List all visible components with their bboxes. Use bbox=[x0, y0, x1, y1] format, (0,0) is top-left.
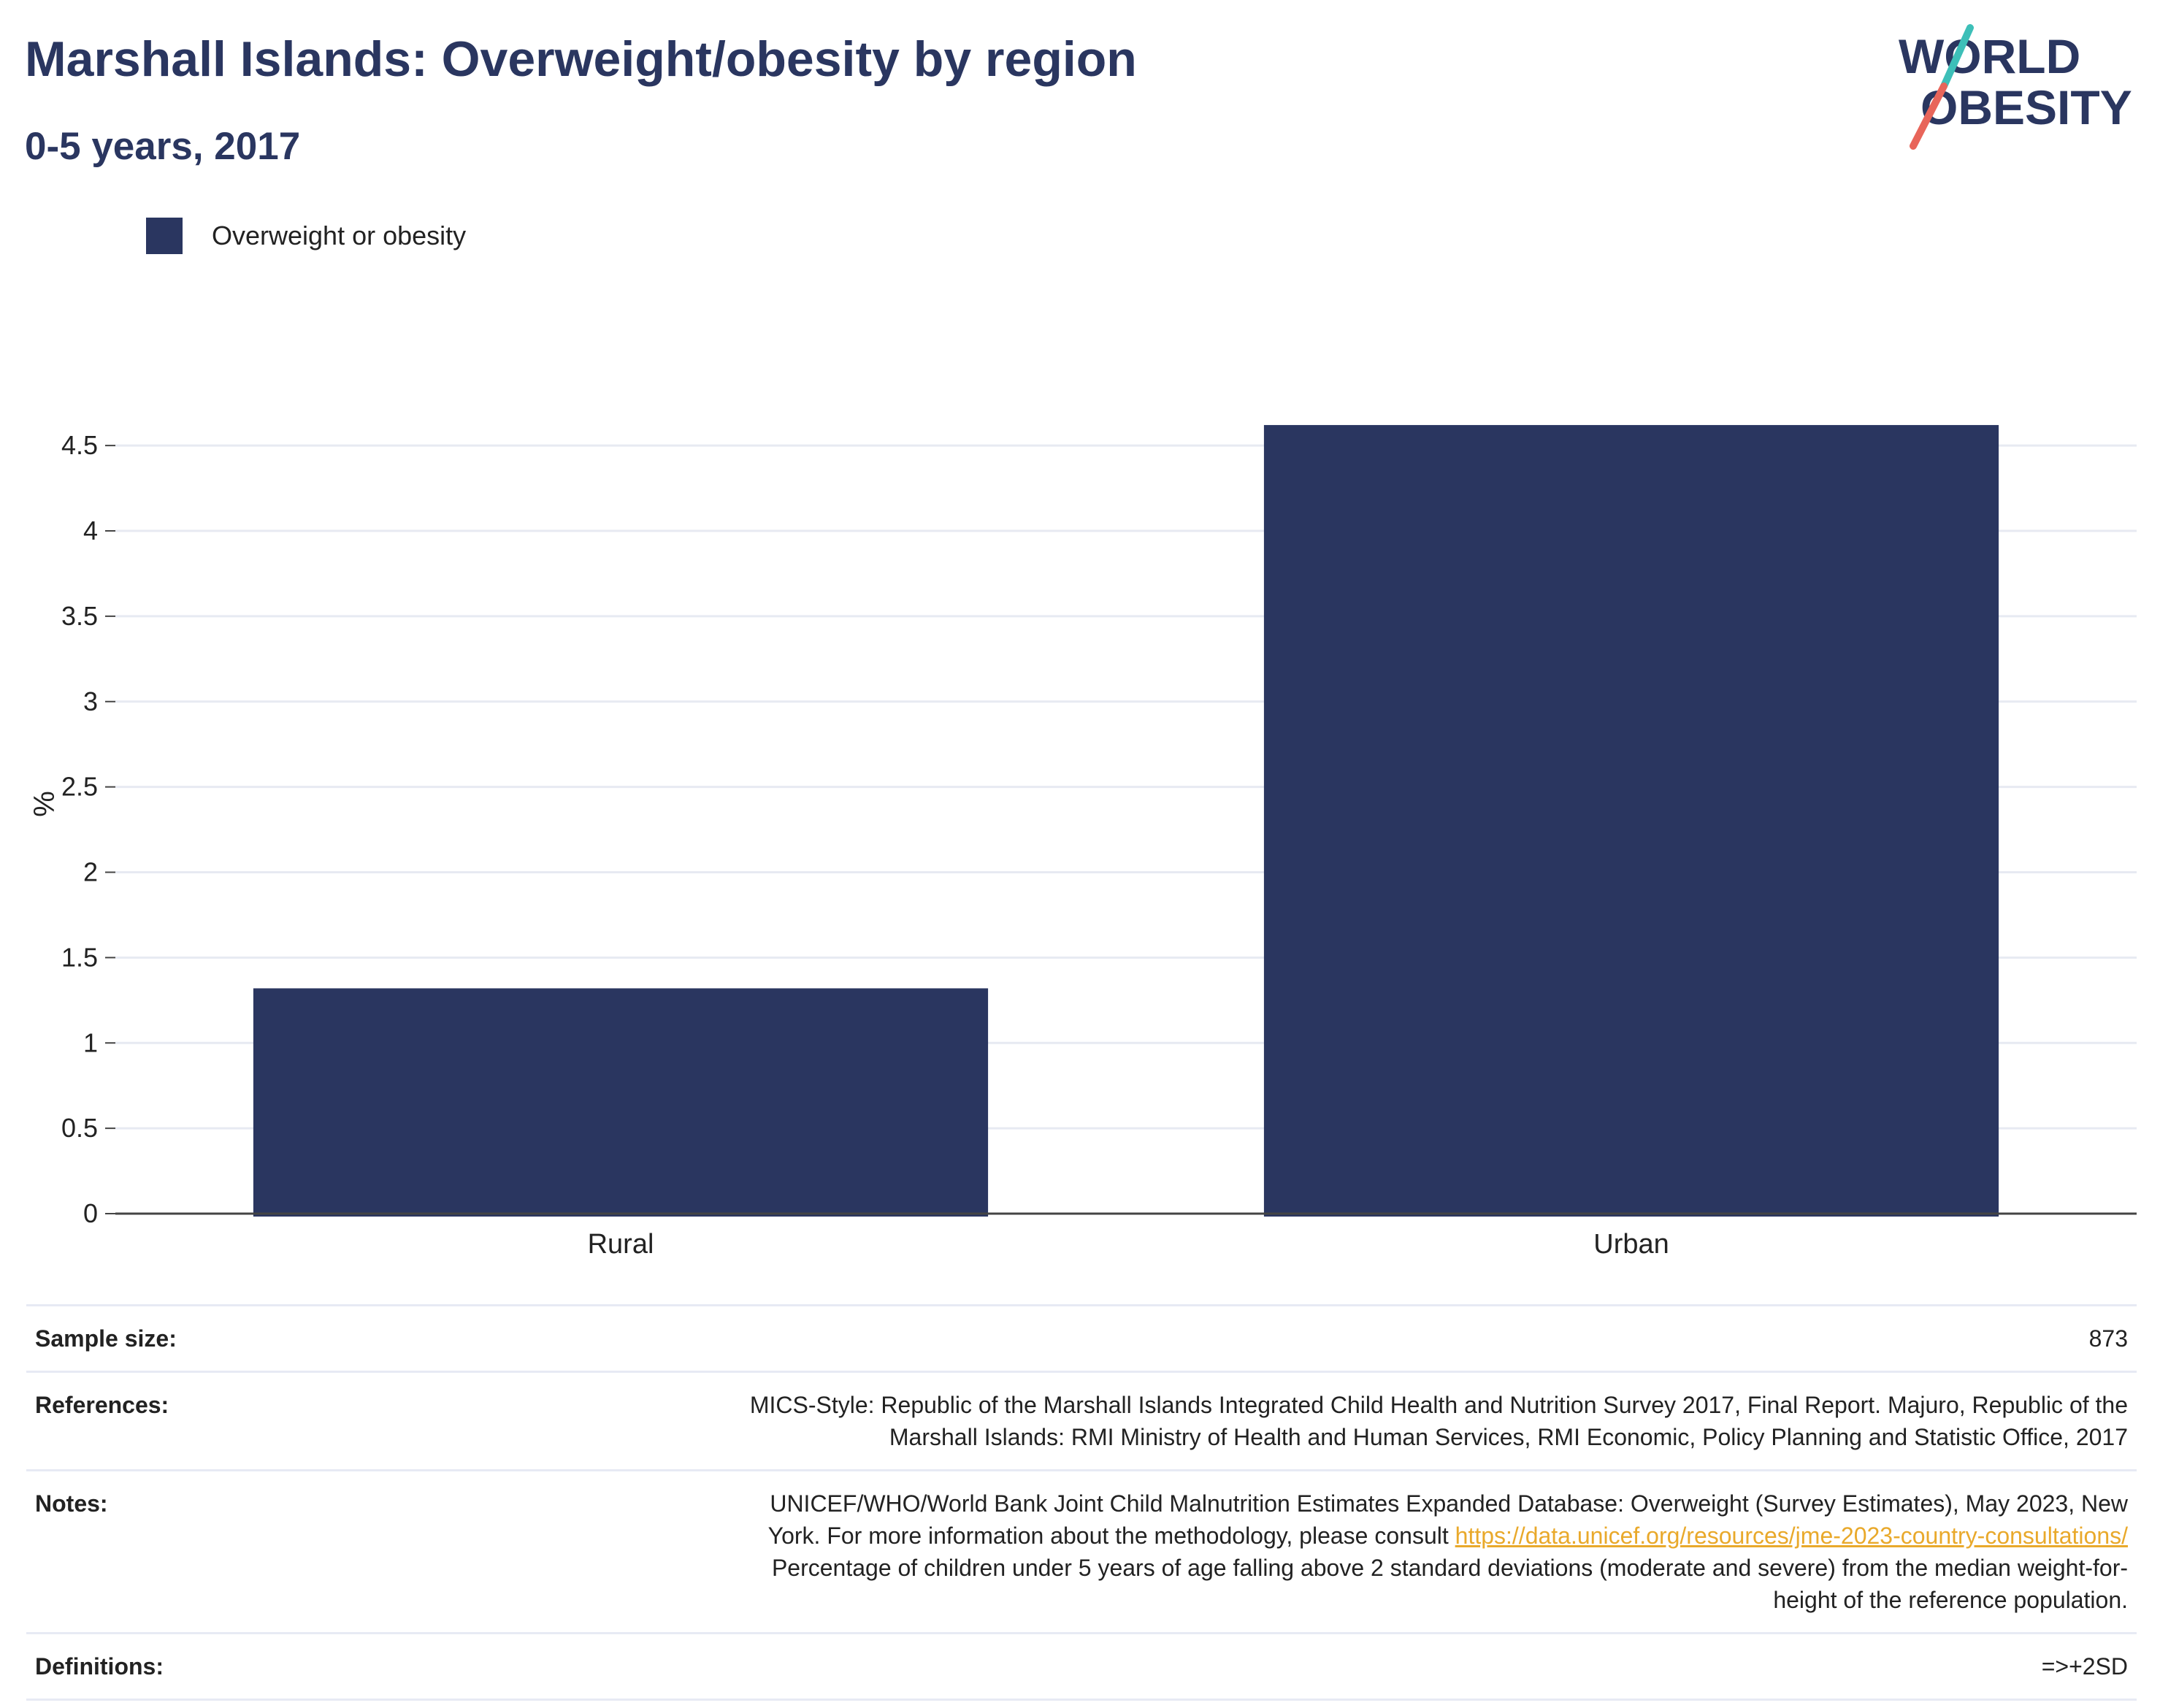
references-label: References: bbox=[35, 1392, 169, 1418]
y-tick-label: 1.5 bbox=[61, 942, 98, 972]
bar-rural[interactable] bbox=[253, 988, 989, 1217]
definitions-value: =>+2SD bbox=[2041, 1653, 2128, 1680]
logo-text-obesity: OBESITY bbox=[1920, 80, 2132, 134]
notes-line-4: height of the reference population. bbox=[1773, 1587, 2128, 1613]
chart-subtitle: 0-5 years, 2017 bbox=[25, 125, 301, 168]
y-tick-label: 4 bbox=[83, 516, 98, 545]
legend-swatch bbox=[146, 218, 183, 254]
sample-size-row: Sample size: 873 bbox=[26, 1304, 2137, 1371]
notes-value: UNICEF/WHO/World Bank Joint Child Malnut… bbox=[298, 1487, 2128, 1616]
y-tick-label: 3 bbox=[83, 686, 98, 716]
y-tick-label: 3.5 bbox=[61, 601, 98, 631]
sample-size-label: Sample size: bbox=[35, 1325, 177, 1352]
bars bbox=[253, 425, 1999, 1217]
y-axis-label: % bbox=[28, 791, 61, 817]
metadata-table: Sample size: 873 References: MICS-Style:… bbox=[26, 1304, 2137, 1701]
chart-title: Marshall Islands: Overweight/obesity by … bbox=[25, 31, 1137, 87]
notes-label: Notes: bbox=[35, 1490, 108, 1517]
x-tick-label: Urban bbox=[1593, 1229, 1669, 1260]
references-line-2: Marshall Islands: RMI Ministry of Health… bbox=[889, 1424, 2128, 1450]
bar-chart: 0 0.5 1 1.5 2 2.5 3 3.5 4 4.5 Rural Urban% bbox=[28, 425, 2137, 1260]
sample-size-value: 873 bbox=[2088, 1325, 2128, 1352]
y-tick-label: 1 bbox=[83, 1027, 98, 1057]
y-tick-label: 4.5 bbox=[61, 430, 98, 460]
x-tick-label: Rural bbox=[588, 1229, 654, 1260]
definitions-row: Definitions: =>+2SD bbox=[26, 1632, 2137, 1701]
y-tick-label: 0.5 bbox=[61, 1113, 98, 1143]
legend-label: Overweight or obesity bbox=[212, 221, 467, 250]
legend[interactable]: Overweight or obesity bbox=[146, 218, 466, 254]
bar-urban[interactable] bbox=[1263, 425, 1999, 1217]
axes: 0 0.5 1 1.5 2 2.5 3 3.5 4 4.5 Rural Urban% bbox=[28, 430, 2137, 1260]
notes-line-1: UNICEF/WHO/World Bank Joint Child Malnut… bbox=[770, 1490, 2128, 1517]
notes-row: Notes: UNICEF/WHO/World Bank Joint Child… bbox=[26, 1469, 2137, 1632]
definitions-label: Definitions: bbox=[35, 1653, 164, 1680]
references-row: References: MICS-Style: Republic of the … bbox=[26, 1371, 2137, 1469]
notes-line-3: Percentage of children under 5 years of … bbox=[771, 1555, 2128, 1581]
y-tick-label: 2 bbox=[83, 857, 98, 887]
y-tick-label: 0 bbox=[83, 1198, 98, 1228]
world-obesity-logo: WORLD OBESITY bbox=[1899, 24, 2132, 150]
references-value: MICS-Style: Republic of the Marshall Isl… bbox=[298, 1389, 2128, 1453]
methodology-link[interactable]: https://data.unicef.org/resources/jme-20… bbox=[1455, 1523, 2128, 1549]
notes-line-2-prefix: York. For more information about the met… bbox=[767, 1523, 1449, 1549]
y-tick-label: 2.5 bbox=[61, 772, 98, 802]
logo-slash-top bbox=[1940, 24, 1974, 90]
references-line-1: MICS-Style: Republic of the Marshall Isl… bbox=[749, 1392, 2128, 1418]
logo-text-world: WORLD bbox=[1899, 29, 2080, 83]
logo-slash-bottom bbox=[1910, 83, 1948, 150]
